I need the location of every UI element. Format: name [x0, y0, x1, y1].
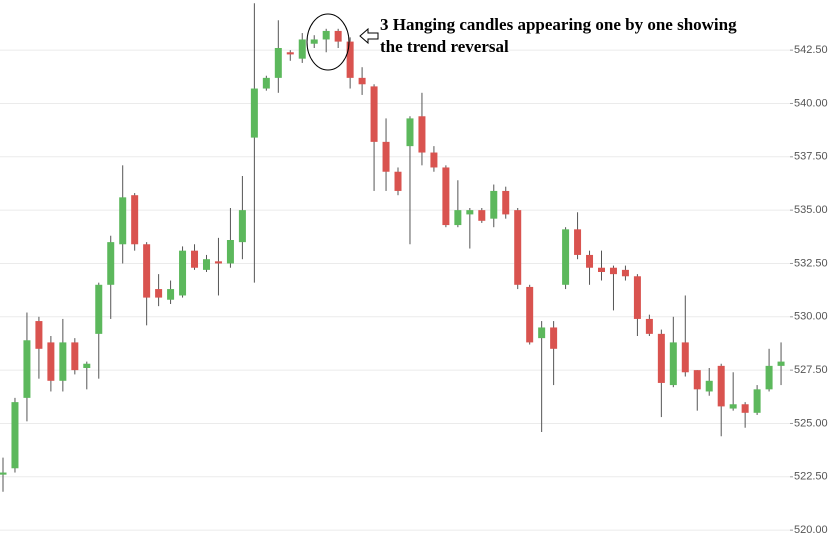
y-tick-label: 542.50 — [794, 44, 828, 56]
candle-body — [107, 242, 115, 285]
y-tick-label: 525.00 — [794, 417, 828, 429]
candle-body — [586, 254, 594, 268]
candle-body — [741, 404, 749, 413]
candle-body — [526, 286, 534, 343]
highlight-circle — [306, 13, 350, 71]
candle-body — [753, 389, 761, 413]
candle-body — [262, 77, 270, 89]
candle-body — [334, 30, 342, 42]
candle-body — [71, 342, 79, 371]
candle-body — [574, 229, 582, 255]
candle-body — [83, 363, 91, 368]
candle-body — [717, 365, 725, 407]
candle-body — [0, 472, 7, 475]
candle-body — [430, 152, 438, 168]
candle-body — [238, 210, 246, 243]
candle-body — [562, 229, 570, 285]
pointer-arrow — [359, 27, 379, 45]
candle-body — [346, 41, 354, 78]
candle-body — [191, 250, 199, 268]
candle-body — [657, 333, 665, 383]
candle-body — [286, 52, 294, 55]
candle-body — [418, 116, 426, 153]
candle-body — [502, 190, 510, 215]
candle-body — [598, 267, 605, 272]
grid: 520.00 522.50 525.00 527.50 530.00 532.50 535.… — [0, 44, 828, 536]
candle-body — [23, 340, 31, 398]
candle-body — [633, 276, 641, 319]
candle-body — [322, 30, 330, 40]
candle-body — [298, 39, 306, 59]
y-tick-label: 540.00 — [794, 97, 828, 109]
candle-body — [250, 88, 258, 138]
candle-body — [514, 210, 522, 285]
annotation: 3 Hanging candles appearing one by one s… — [380, 15, 737, 34]
candle-body — [478, 210, 486, 221]
candle-body — [59, 342, 67, 381]
candle-body — [645, 318, 653, 334]
y-tick-label: 535.00 — [794, 204, 828, 216]
candle-body — [681, 342, 689, 373]
candle-body — [143, 244, 151, 298]
candle-body — [550, 327, 558, 349]
candle-body — [394, 171, 402, 191]
candle-body — [179, 250, 187, 296]
y-tick-label: 527.50 — [794, 364, 828, 376]
candle-body — [466, 210, 474, 215]
annotation: the trend reversal — [380, 37, 509, 56]
candle-body — [167, 289, 175, 300]
candle-body — [370, 86, 378, 142]
candle-body — [131, 195, 139, 245]
candle-body — [454, 210, 462, 226]
candle-body — [214, 261, 222, 264]
candle-body — [729, 404, 737, 409]
candle-body — [226, 240, 234, 264]
candle-body — [609, 267, 617, 275]
candle-body — [274, 48, 282, 78]
candle-body — [202, 259, 210, 270]
candle-body — [11, 402, 19, 469]
candle-body — [35, 321, 43, 349]
candle-body — [538, 327, 546, 339]
candle-body — [310, 39, 318, 44]
candle-body — [621, 269, 629, 277]
candle-body — [705, 380, 713, 392]
y-tick-label: 530.00 — [794, 311, 828, 323]
y-tick-label: 532.50 — [794, 257, 828, 269]
candle-body — [442, 167, 450, 226]
y-tick-label: 522.50 — [794, 471, 828, 483]
candle-body — [95, 284, 103, 334]
candle-body — [669, 342, 677, 386]
candle-body — [490, 190, 498, 219]
candle-body — [693, 370, 701, 390]
candle-body — [358, 77, 366, 85]
y-tick-label: 537.50 — [794, 151, 828, 163]
candle-body — [155, 289, 163, 298]
candles — [0, 3, 785, 492]
y-tick-label: 520.00 — [794, 524, 828, 536]
candle-body — [47, 342, 55, 381]
candle-body — [765, 365, 773, 390]
candle-body — [406, 118, 414, 147]
candle-body — [382, 141, 390, 172]
candle-body — [119, 197, 127, 245]
candle-body — [777, 361, 785, 366]
